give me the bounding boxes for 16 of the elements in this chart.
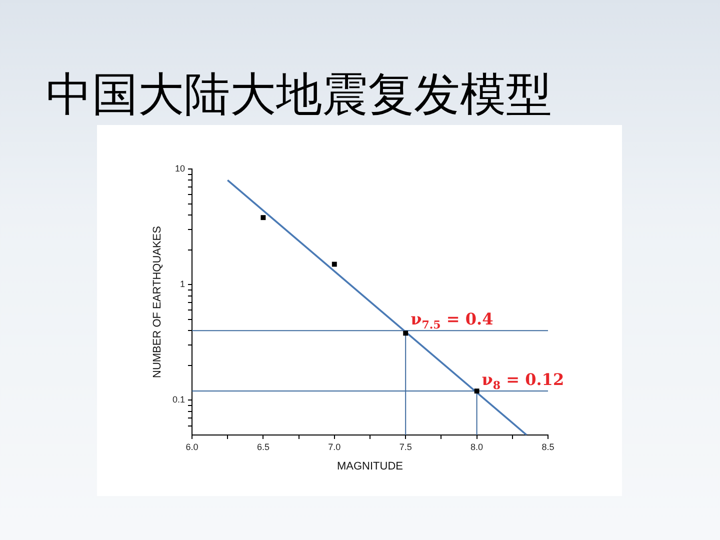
point xyxy=(474,388,480,394)
y-axis-title: NUMBER OF EARTHQUAKES xyxy=(152,226,164,378)
chart-title: 中国大陆大地震复发模型 xyxy=(46,67,552,122)
x-tick-label: 7.5 xyxy=(399,442,412,452)
x-tick-label: 6.0 xyxy=(186,442,198,452)
y-tick-label: 10 xyxy=(174,163,185,174)
y-tick-label: 1 xyxy=(180,279,185,290)
x-tick-label: 8.5 xyxy=(542,442,554,452)
y-tick-label: 0.1 xyxy=(172,394,185,405)
x-axis-title: MAGNITUDE xyxy=(337,460,403,472)
x-tick-label: 6.5 xyxy=(256,442,270,452)
point xyxy=(260,215,266,220)
point xyxy=(403,330,408,336)
x-tick-label: 8.0 xyxy=(470,442,484,452)
point xyxy=(332,262,337,267)
x-tick-label: 7.0 xyxy=(328,442,341,452)
